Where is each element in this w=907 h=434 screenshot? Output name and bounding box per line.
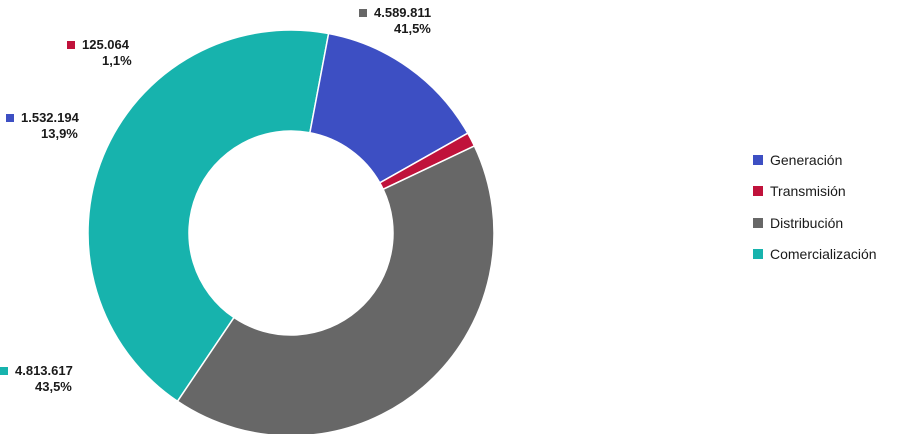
data-label-percent-distribucion: 41,5% — [394, 21, 431, 36]
slice-distribucion — [176, 144, 495, 434]
legend-label-comercializacion: Comercialización — [770, 246, 877, 263]
legend-swatch-comercializacion — [753, 249, 763, 260]
data-label-swatch-distribucion — [359, 9, 367, 17]
data-label-percent-transmision: 1,1% — [102, 53, 132, 68]
data-label-value-generacion: 1.532.194 — [21, 110, 80, 125]
data-label-value-distribucion: 4.589.811 — [374, 5, 431, 20]
data-label-swatch-generacion — [6, 114, 14, 122]
data-label-value-comercializacion: 4.813.617 — [15, 363, 73, 378]
legend-label-generacion: Generación — [770, 151, 843, 168]
legend-item-distribucion: Distribución — [753, 207, 877, 239]
data-label-swatch-transmision — [67, 41, 75, 49]
legend-swatch-distribucion — [753, 217, 763, 228]
slice-comercializacion — [87, 29, 330, 403]
data-label-swatch-comercializacion — [0, 367, 8, 375]
legend: Generación Transmisión Distribución Come… — [753, 144, 877, 270]
legend-label-transmision: Transmisión — [770, 183, 846, 200]
legend-swatch-transmision — [753, 186, 763, 197]
data-label-percent-generacion: 13,9% — [41, 126, 78, 141]
legend-item-generacion: Generación — [753, 144, 877, 176]
legend-label-distribucion: Distribución — [770, 214, 844, 231]
data-label-percent-comercializacion: 43,5% — [35, 379, 72, 394]
legend-item-transmision: Transmisión — [753, 176, 877, 208]
legend-item-comercializacion: Comercialización — [753, 239, 877, 271]
data-label-value-transmision: 125.064 — [82, 37, 130, 52]
legend-swatch-generacion — [753, 154, 763, 165]
